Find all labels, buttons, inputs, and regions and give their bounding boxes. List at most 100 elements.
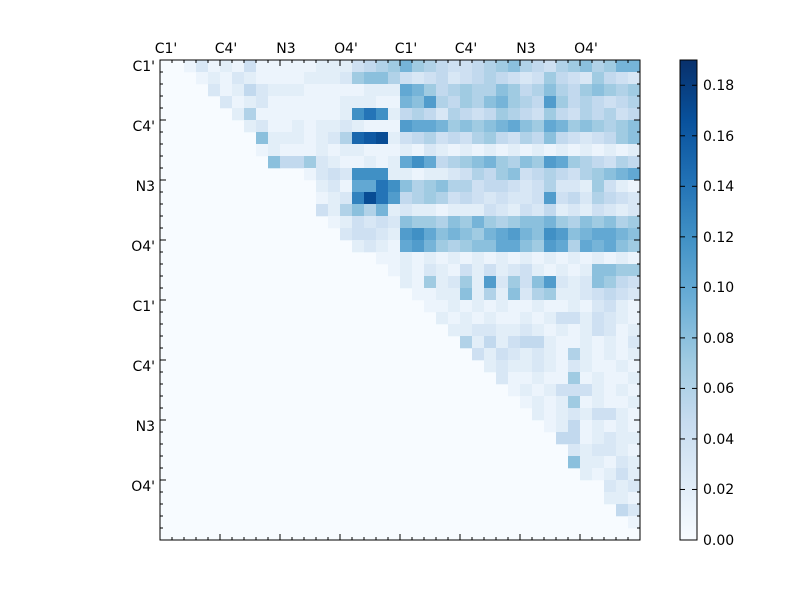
heatmap-cell — [628, 216, 641, 229]
heatmap-cell — [520, 240, 533, 253]
heatmap-cell — [376, 216, 389, 229]
heatmap-cell — [472, 288, 485, 301]
heatmap-cell — [508, 60, 521, 73]
heatmap-cell — [520, 312, 533, 325]
heatmap-cell — [424, 240, 437, 253]
heatmap-cell — [484, 84, 497, 97]
heatmap-cell — [292, 132, 305, 145]
heatmap-cell — [508, 228, 521, 241]
heatmap-cell — [448, 312, 461, 325]
heatmap-cell — [532, 216, 545, 229]
heatmap-cell — [616, 384, 629, 397]
heatmap-cell — [592, 120, 605, 133]
colorbar-ticks — [680, 84, 697, 541]
heatmap-cell — [556, 168, 569, 181]
heatmap-cell — [556, 72, 569, 85]
heatmap-cell — [352, 156, 365, 169]
heatmap-cell — [628, 492, 641, 505]
heatmap-cell — [544, 192, 557, 205]
x-tick-label: N3 — [516, 41, 535, 57]
heatmap-cell — [292, 72, 305, 85]
heatmap-cell — [328, 216, 341, 229]
heatmap-cell — [568, 384, 581, 397]
heatmap-cell — [460, 240, 473, 253]
heatmap-cell — [340, 108, 353, 121]
heatmap-cell — [616, 240, 629, 253]
heatmap-cell — [412, 144, 425, 157]
heatmap-cell — [556, 180, 569, 193]
heatmap-cell — [616, 408, 629, 421]
colorbar-tick-label: 0.14 — [703, 179, 734, 195]
heatmap-cell — [292, 60, 305, 73]
heatmap-cell — [580, 408, 593, 421]
heatmap-cell — [208, 84, 221, 97]
heatmap-cell — [400, 240, 413, 253]
heatmap-cell — [580, 84, 593, 97]
colorbar-tick-label: 0.02 — [703, 482, 734, 498]
heatmap-cell — [628, 372, 641, 385]
heatmap-cell — [304, 144, 317, 157]
heatmap-cell — [364, 228, 377, 241]
heatmap-cell — [424, 132, 437, 145]
heatmap-cell — [412, 240, 425, 253]
heatmap-cell — [532, 144, 545, 157]
heatmap-cell — [328, 192, 341, 205]
colorbar: 0.00 0.02 0.04 0.06 0.08 0.10 0.12 0.14 … — [679, 59, 734, 549]
colorbar-tick-label: 0.10 — [703, 280, 734, 296]
heatmap-cell — [616, 468, 629, 481]
heatmap-cell — [508, 300, 521, 313]
heatmap-cell — [424, 108, 437, 121]
heatmap-cell — [232, 96, 245, 109]
heatmap-cell — [628, 228, 641, 241]
heatmap-cell — [496, 168, 509, 181]
heatmap-cell — [568, 372, 581, 385]
heatmap-cell — [412, 168, 425, 181]
heatmap-cell — [628, 276, 641, 289]
heatmap-cell — [604, 132, 617, 145]
x-tick-label: N3 — [276, 41, 295, 57]
heatmap-cell — [556, 132, 569, 145]
heatmap-cell — [280, 84, 293, 97]
heatmap-cell — [592, 192, 605, 205]
heatmap-cell — [436, 180, 449, 193]
heatmap-cell — [568, 168, 581, 181]
heatmap-cell — [544, 60, 557, 73]
heatmap-cell — [460, 84, 473, 97]
heatmap-cell — [436, 252, 449, 265]
heatmap-cell — [256, 132, 269, 145]
heatmap-cell — [364, 72, 377, 85]
heatmap-cell — [592, 216, 605, 229]
heatmap-cell — [352, 60, 365, 73]
x-tick-label: C4' — [455, 41, 478, 57]
heatmap-cell — [616, 288, 629, 301]
y-tick-label: N3 — [136, 419, 155, 435]
heatmap-cell — [496, 132, 509, 145]
heatmap-cell — [568, 312, 581, 325]
heatmap-cell — [580, 72, 593, 85]
heatmap-cell — [508, 144, 521, 157]
heatmap-cell — [352, 84, 365, 97]
heatmap-cell — [616, 348, 629, 361]
heatmap-cell — [400, 96, 413, 109]
heatmap-cell — [592, 132, 605, 145]
heatmap-cell — [604, 204, 617, 217]
heatmap-cell — [604, 228, 617, 241]
heatmap-cell — [460, 216, 473, 229]
heatmap-cell — [472, 264, 485, 277]
heatmap-cell — [436, 264, 449, 277]
heatmap-cell — [568, 84, 581, 97]
heatmap-cell — [484, 180, 497, 193]
heatmap-cell — [412, 228, 425, 241]
heatmap-cell — [424, 168, 437, 181]
heatmap-cell — [544, 240, 557, 253]
heatmap-cell — [616, 492, 629, 505]
heatmap-cell — [328, 144, 341, 157]
heatmap-cell — [256, 60, 269, 73]
heatmap-cell — [496, 120, 509, 133]
heatmap-cell — [628, 156, 641, 169]
colorbar-gradient — [679, 59, 698, 541]
heatmap-cell — [556, 408, 569, 421]
heatmap-cell — [508, 72, 521, 85]
heatmap-cell — [520, 84, 533, 97]
heatmap-cell — [484, 72, 497, 85]
